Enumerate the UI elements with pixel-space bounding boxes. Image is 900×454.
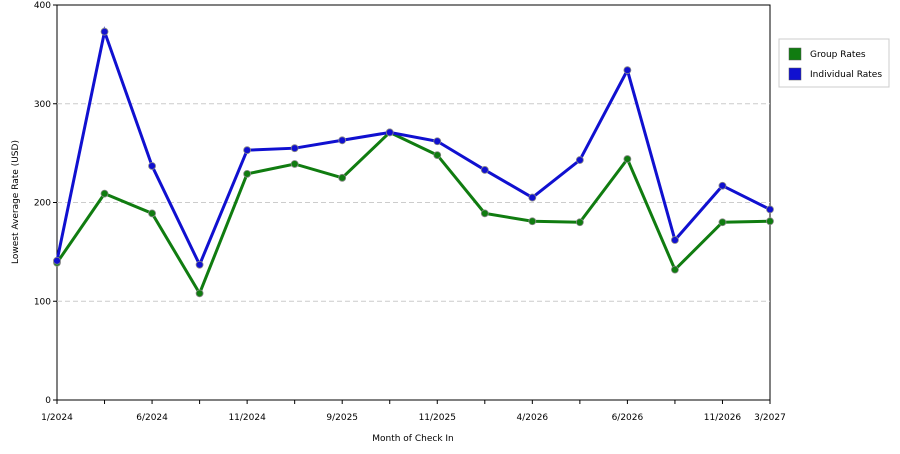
x-tick-label: 9/2025 <box>326 413 358 423</box>
point <box>575 218 584 227</box>
point <box>528 217 537 226</box>
point <box>766 217 774 226</box>
point <box>480 209 489 218</box>
point <box>53 256 61 265</box>
x-tick-label: 1/2024 <box>41 413 73 423</box>
point <box>195 260 204 269</box>
y-tick-label: 400 <box>34 1 51 11</box>
point <box>290 144 299 153</box>
series-line <box>55 26 771 269</box>
x-tick-label: 11/2026 <box>704 413 742 423</box>
point <box>243 169 252 178</box>
x-tick-label: 3/2027 <box>754 413 786 423</box>
point <box>148 162 156 170</box>
point <box>623 66 632 75</box>
point <box>718 181 727 190</box>
x-tick-label: 6/2024 <box>136 413 168 423</box>
legend-swatch <box>788 47 802 61</box>
point <box>480 166 489 174</box>
y-tick-label: 0 <box>45 396 51 406</box>
y-axis-label: Lowest Average Rate (USD) <box>11 140 21 264</box>
x-tick-label: 11/2025 <box>419 413 456 423</box>
point <box>148 209 156 218</box>
x-tick-label: 11/2024 <box>228 413 266 423</box>
legend-label: Individual Rates <box>810 70 882 80</box>
point <box>290 160 299 168</box>
point <box>100 189 109 198</box>
point <box>338 173 347 182</box>
y-tick-label: 300 <box>34 100 51 110</box>
point <box>338 136 347 145</box>
series-line <box>55 130 771 297</box>
point <box>243 146 252 155</box>
point <box>433 137 442 146</box>
legend-label: Group Rates <box>810 50 866 60</box>
point <box>718 218 727 227</box>
point <box>623 155 632 163</box>
point <box>385 128 394 137</box>
point <box>766 205 774 214</box>
legend-swatch <box>788 67 802 81</box>
y-tick-label: 100 <box>34 297 51 307</box>
x-axis-label: Month of Check In <box>372 434 454 444</box>
point <box>671 236 679 244</box>
point <box>433 151 442 160</box>
point <box>671 265 679 274</box>
point <box>100 27 109 36</box>
point <box>575 156 584 164</box>
x-tick-label: 4/2026 <box>516 413 548 423</box>
point <box>528 193 537 202</box>
x-tick-label: 6/2026 <box>612 413 644 423</box>
point <box>195 289 204 298</box>
y-tick-label: 200 <box>34 199 51 209</box>
